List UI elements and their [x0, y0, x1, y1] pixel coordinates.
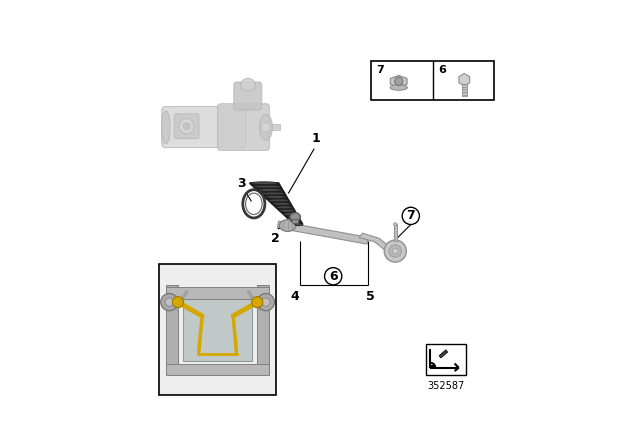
Circle shape [179, 119, 194, 134]
Ellipse shape [161, 111, 170, 144]
Ellipse shape [394, 223, 397, 225]
Bar [394, 224, 397, 241]
Circle shape [165, 298, 173, 306]
Text: 2: 2 [271, 232, 280, 245]
Circle shape [252, 297, 263, 308]
Ellipse shape [265, 195, 287, 198]
Bar [257, 285, 269, 368]
Circle shape [395, 77, 403, 86]
Text: 1: 1 [312, 132, 320, 145]
Bar [183, 289, 252, 361]
Text: 352587: 352587 [428, 381, 465, 391]
Ellipse shape [259, 114, 273, 140]
FancyBboxPatch shape [234, 82, 262, 110]
Ellipse shape [253, 185, 281, 188]
Polygon shape [277, 221, 368, 244]
Ellipse shape [272, 202, 291, 205]
Ellipse shape [290, 213, 300, 221]
Text: 6: 6 [438, 65, 446, 75]
Circle shape [384, 240, 406, 262]
Polygon shape [390, 76, 407, 87]
Polygon shape [250, 183, 303, 224]
Text: 3: 3 [237, 177, 245, 190]
Text: 7: 7 [376, 65, 383, 75]
Ellipse shape [241, 78, 255, 91]
Bar [371, 60, 493, 100]
Ellipse shape [390, 85, 407, 90]
Circle shape [402, 207, 419, 224]
Circle shape [183, 123, 190, 129]
Polygon shape [359, 233, 391, 252]
Ellipse shape [250, 182, 278, 185]
Circle shape [172, 297, 184, 308]
Bar [426, 344, 466, 375]
Circle shape [392, 248, 398, 254]
Ellipse shape [287, 216, 299, 219]
FancyBboxPatch shape [174, 114, 199, 138]
Bar [166, 364, 269, 375]
FancyBboxPatch shape [218, 104, 269, 151]
Ellipse shape [268, 199, 289, 202]
Ellipse shape [280, 220, 296, 232]
Bar [166, 287, 269, 299]
Ellipse shape [294, 223, 303, 226]
Circle shape [161, 293, 178, 311]
Ellipse shape [261, 192, 285, 195]
Circle shape [257, 293, 275, 311]
FancyBboxPatch shape [162, 107, 246, 147]
Text: 4: 4 [291, 290, 300, 303]
Circle shape [389, 245, 401, 257]
Circle shape [324, 267, 342, 285]
Ellipse shape [276, 206, 292, 209]
Bar [462, 84, 467, 96]
Bar [166, 285, 178, 368]
Bar [266, 125, 280, 130]
Polygon shape [459, 73, 470, 86]
Bar [430, 365, 433, 368]
Ellipse shape [291, 220, 301, 223]
Text: 5: 5 [365, 290, 374, 303]
Circle shape [262, 298, 270, 306]
Circle shape [261, 122, 271, 132]
Ellipse shape [257, 189, 283, 191]
Ellipse shape [280, 209, 295, 212]
Bar [159, 264, 276, 395]
Polygon shape [439, 350, 448, 358]
Bar [292, 219, 298, 223]
Text: 6: 6 [329, 270, 337, 283]
Ellipse shape [284, 213, 297, 215]
Text: 7: 7 [406, 209, 415, 222]
